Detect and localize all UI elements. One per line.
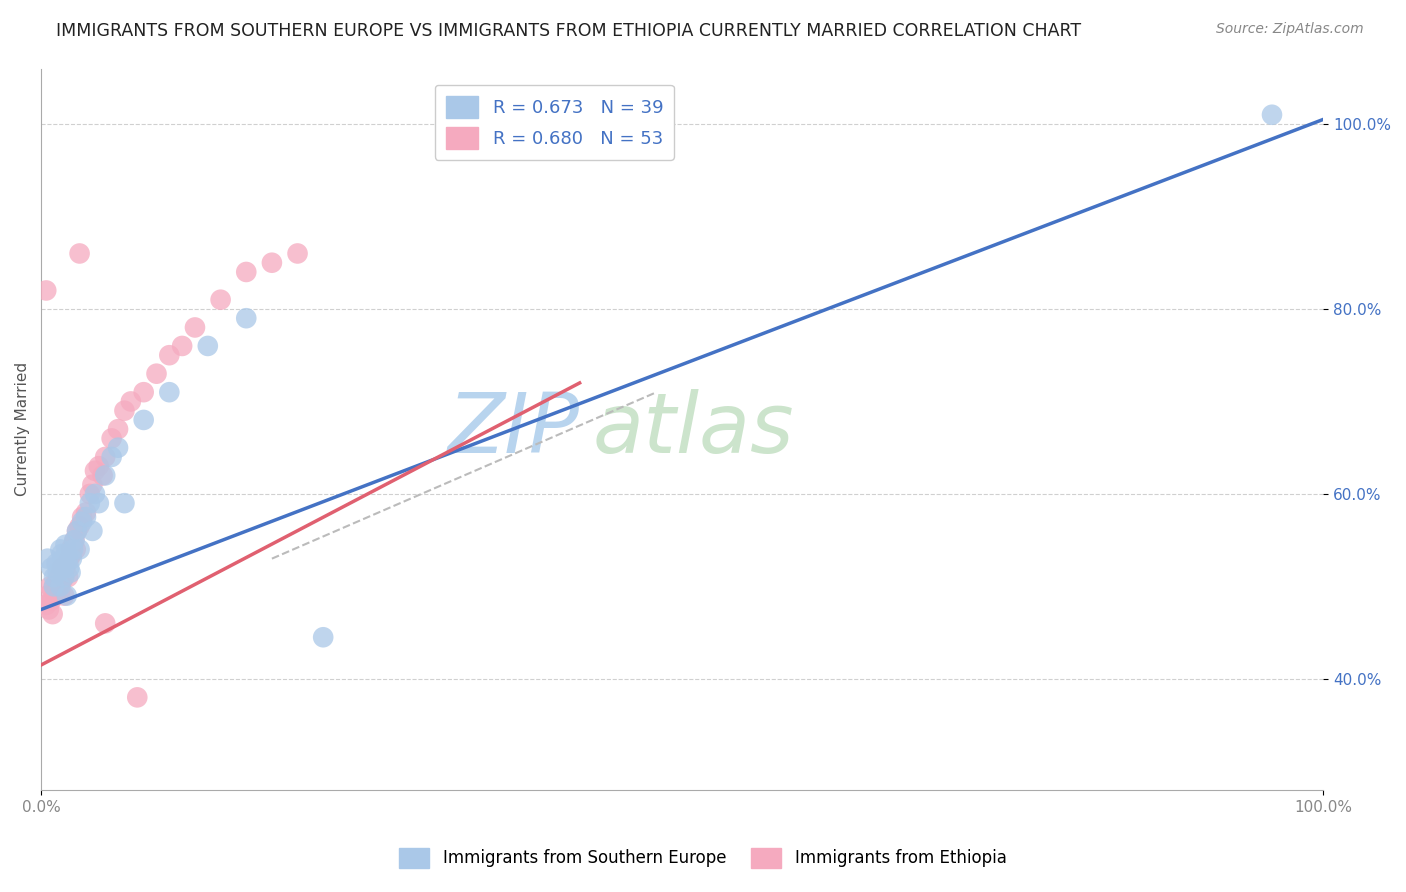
Point (82, 524, 104, 538)
Text: ZIP: ZIP (447, 389, 579, 470)
Text: atlas: atlas (592, 389, 794, 470)
Point (60, 551, 83, 566)
Legend: R = 0.673   N = 39, R = 0.680   N = 53: R = 0.673 N = 39, R = 0.680 N = 53 (434, 85, 673, 160)
Point (53, 589, 76, 603)
Point (38, 602, 60, 616)
Point (66, 524, 89, 538)
Point (37, 551, 59, 566)
Point (1261, 108, 1284, 122)
Point (46, 566, 69, 580)
Point (39, 579, 62, 593)
Point (41, 561, 63, 575)
Point (53, 570, 76, 584)
Point (84, 464, 107, 478)
Text: IMMIGRANTS FROM SOUTHERN EUROPE VS IMMIGRANTS FROM ETHIOPIA CURRENTLY MARRIED CO: IMMIGRANTS FROM SOUTHERN EUROPE VS IMMIG… (56, 22, 1081, 40)
Point (132, 413, 155, 427)
Point (87, 496, 110, 510)
Point (91, 468, 114, 483)
Point (107, 441, 129, 455)
Point (209, 293, 232, 307)
Point (235, 311, 257, 326)
Point (41, 593, 63, 607)
Point (55, 538, 77, 552)
Point (114, 496, 136, 510)
Point (62, 538, 84, 552)
Point (35, 284, 58, 298)
Point (114, 403, 136, 417)
Point (42, 579, 65, 593)
Point (69, 519, 91, 533)
Point (94, 450, 117, 464)
Point (69, 246, 91, 260)
Point (56, 551, 79, 566)
Point (63, 533, 86, 548)
Point (59, 566, 82, 580)
Point (58, 551, 80, 566)
Point (51, 547, 73, 561)
Point (84, 487, 107, 501)
Point (65, 542, 87, 557)
Point (45, 574, 67, 589)
Point (70, 510, 93, 524)
Point (75, 505, 97, 519)
Point (42, 579, 65, 593)
Point (157, 348, 180, 362)
Point (172, 339, 194, 353)
Point (157, 385, 180, 400)
Point (55, 547, 77, 561)
Point (94, 616, 117, 631)
Point (37, 589, 59, 603)
Point (56, 570, 79, 584)
Point (79, 487, 101, 501)
Point (87, 459, 110, 474)
Point (62, 542, 84, 557)
Point (63, 533, 86, 548)
Point (55, 589, 77, 603)
Point (52, 551, 75, 566)
Point (52, 566, 75, 580)
Point (42, 570, 65, 584)
Point (100, 432, 122, 446)
Y-axis label: Currently Married: Currently Married (15, 362, 30, 496)
Point (184, 320, 207, 334)
Point (48, 570, 70, 584)
Point (312, 630, 335, 644)
Point (70, 515, 93, 529)
Point (235, 265, 257, 279)
Point (82, 477, 104, 491)
Point (60, 547, 83, 561)
Point (287, 246, 309, 260)
Point (49, 584, 72, 599)
Legend: Immigrants from Southern Europe, Immigrants from Ethiopia: Immigrants from Southern Europe, Immigra… (392, 841, 1014, 875)
Point (127, 690, 149, 705)
Point (44, 589, 66, 603)
Point (51, 574, 73, 589)
Point (132, 385, 155, 400)
Point (55, 561, 77, 575)
Point (75, 510, 97, 524)
Point (51, 561, 73, 575)
Point (59, 542, 82, 557)
Point (79, 496, 101, 510)
Text: Source: ZipAtlas.com: Source: ZipAtlas.com (1216, 22, 1364, 37)
Point (53, 561, 76, 575)
Point (46, 584, 69, 599)
Point (120, 394, 142, 409)
Point (107, 422, 129, 436)
Point (53, 570, 76, 584)
Point (55, 556, 77, 570)
Point (145, 367, 167, 381)
Point (49, 579, 72, 593)
Point (45, 556, 67, 570)
Point (260, 256, 283, 270)
Point (66, 524, 89, 538)
Point (58, 561, 80, 575)
Point (197, 339, 219, 353)
Point (100, 450, 122, 464)
Point (41, 607, 63, 621)
Point (49, 542, 72, 557)
Point (69, 542, 91, 557)
Point (94, 468, 117, 483)
Point (35, 598, 58, 612)
